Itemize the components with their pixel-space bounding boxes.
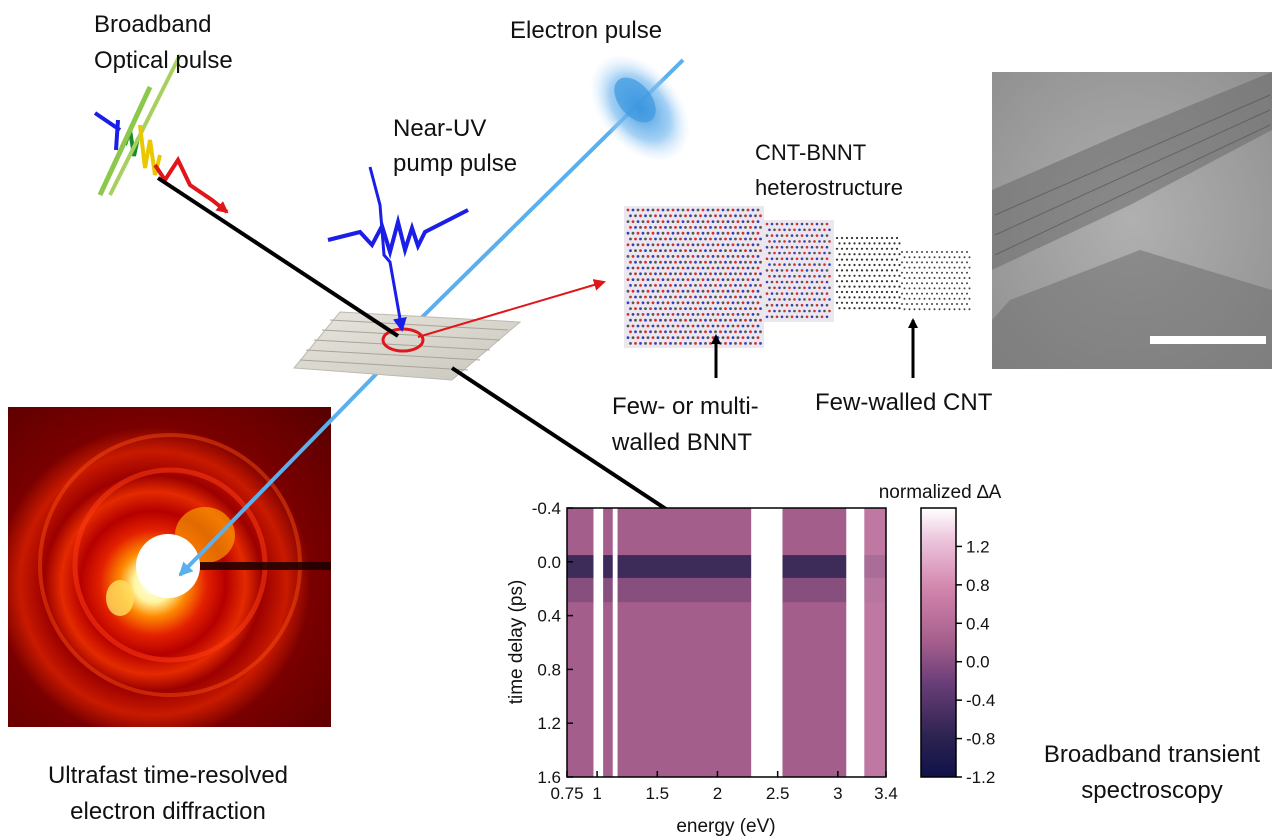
label-electron-pulse: Electron pulse	[510, 17, 662, 44]
colorbar-tick-label: -0.8	[966, 730, 995, 749]
y-tick-label: 0.0	[537, 553, 561, 572]
caption-spectroscopy-line1: Broadband transient	[1044, 741, 1260, 768]
caption-diffraction-line1: Ultrafast time-resolved	[48, 762, 288, 789]
heatmap-gap-2	[751, 508, 783, 777]
colorbar-title: normalized ∆A	[879, 482, 1002, 503]
heatmap-noisy-region	[864, 508, 886, 777]
colorbar-tick-label: 0.8	[966, 576, 990, 595]
scale-bar	[1150, 336, 1266, 344]
x-axis: 0.75 1 1.5 2 2.5 3 3.4	[550, 771, 898, 803]
colorbar-axis: 1.2 0.8 0.4 0.0 -0.4 -0.8 -1.2	[956, 537, 995, 787]
label-cnt: Few-walled CNT	[815, 389, 993, 416]
heatmap-background	[567, 508, 886, 777]
diffraction-image	[8, 407, 331, 727]
x-tick-label: 2.5	[766, 784, 790, 803]
y-tick-label: 0.4	[537, 607, 561, 626]
y-axis-title: time delay (ps)	[506, 580, 527, 705]
electron-pulse-cloud	[589, 53, 691, 163]
pump-pulse-icon	[327, 166, 469, 332]
label-heterostructure-line2: heterostructure	[755, 175, 903, 200]
x-tick-label: 3	[833, 784, 842, 803]
electron-beam-lower	[178, 363, 387, 577]
colorbar-tick-label: -0.4	[966, 691, 995, 710]
probe-beam-in	[156, 176, 400, 338]
y-tick-label: -0.4	[532, 499, 561, 518]
label-bnnt-line2: walled BNNT	[611, 429, 752, 456]
label-bnnt-line1: Few- or multi-	[612, 393, 759, 420]
label-broadband-line1: Broadband	[94, 11, 211, 38]
x-axis-title: energy (eV)	[676, 816, 775, 836]
colorbar-tick-label: 0.0	[966, 653, 990, 672]
y-tick-label: 1.6	[537, 768, 561, 787]
y-axis: -0.4 0.0 0.4 0.8 1.2 1.6	[532, 499, 573, 787]
colorbar-tick-label: 1.2	[966, 537, 990, 556]
zoom-arrow	[417, 279, 606, 338]
label-heterostructure-line1: CNT-BNNT	[755, 140, 866, 165]
x-tick-label: 3.4	[874, 784, 898, 803]
label-near-uv-line1: Near-UV	[393, 115, 486, 142]
colorbar-tick-label: -1.2	[966, 768, 995, 787]
y-tick-label: 0.8	[537, 660, 561, 679]
heatmap-dark-band	[567, 555, 886, 578]
broadband-pulse-icon	[93, 54, 229, 214]
label-near-uv-line2: pump pulse	[393, 150, 517, 177]
heterostructure-schematic	[624, 206, 971, 348]
heatmap-gap-0	[593, 508, 604, 777]
colorbar-tick-label: 0.4	[966, 614, 990, 633]
x-tick-label: 2	[713, 784, 722, 803]
heatmap-gap-3	[846, 508, 865, 777]
caption-spectroscopy-line2: spectroscopy	[1081, 777, 1222, 804]
plot-frame	[566, 507, 887, 778]
x-tick-label: 1.5	[645, 784, 669, 803]
x-tick-label: 0.75	[550, 784, 583, 803]
y-tick-label: 1.2	[537, 714, 561, 733]
heatmap-band-tail	[567, 577, 886, 603]
x-tick-label: 1	[592, 784, 601, 803]
transient-spectroscopy-chart: 0.75 1 1.5 2 2.5 3 3.4 -0.4 0.0 0.4 0.8 1.2 1.6 ene…	[506, 482, 1002, 836]
colorbar	[920, 507, 957, 778]
caption-diffraction-line2: electron diffraction	[70, 798, 266, 825]
label-broadband-line2: Optical pulse	[94, 47, 233, 74]
heatmap-gap-1	[612, 508, 618, 777]
sample-plate	[293, 311, 522, 381]
tem-micrograph	[992, 72, 1272, 369]
